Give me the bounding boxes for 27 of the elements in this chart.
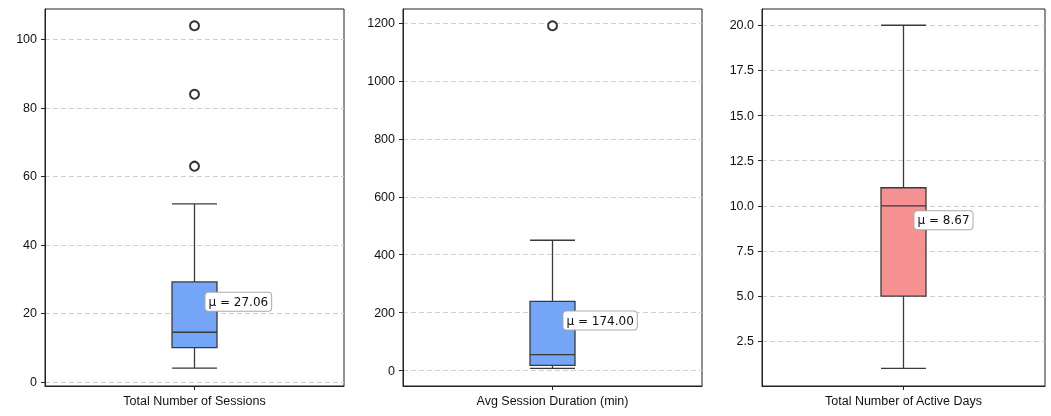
y-tick-label: 12.5 <box>729 153 755 168</box>
y-tick-label: 400 <box>374 247 396 262</box>
annotation: μ = 174.00 <box>566 313 634 328</box>
y-tick-label: 7.5 <box>736 243 755 258</box>
y-tick-label: 800 <box>374 131 396 146</box>
y-tick-label: 200 <box>374 305 396 320</box>
y-tick-label: 2.5 <box>736 334 755 349</box>
x-tick-label: Total Number of Sessions <box>123 393 266 408</box>
y-tick-label: 1000 <box>367 73 396 88</box>
y-tick-label: 0 <box>388 363 396 378</box>
annotation: μ = 8.67 <box>917 213 970 228</box>
y-tick-label: 100 <box>16 32 38 47</box>
x-tick-label: Avg Session Duration (min) <box>476 393 629 408</box>
y-tick-label: 1200 <box>367 15 396 30</box>
y-tick-label: 15.0 <box>729 108 755 123</box>
y-tick-label: 40 <box>23 237 38 252</box>
y-tick-label: 0 <box>30 374 38 389</box>
annotation: μ = 27.06 <box>208 294 269 309</box>
y-tick-label: 10.0 <box>729 198 755 213</box>
y-tick-label: 20 <box>23 306 38 321</box>
y-tick-label: 5.0 <box>736 289 755 304</box>
y-tick-label: 20.0 <box>729 18 755 33</box>
x-tick-label: Total Number of Active Days <box>824 393 983 408</box>
y-tick-label: 17.5 <box>729 63 755 78</box>
y-tick-label: 600 <box>374 189 396 204</box>
y-tick-label: 60 <box>23 169 38 184</box>
y-tick-label: 80 <box>23 100 38 115</box>
